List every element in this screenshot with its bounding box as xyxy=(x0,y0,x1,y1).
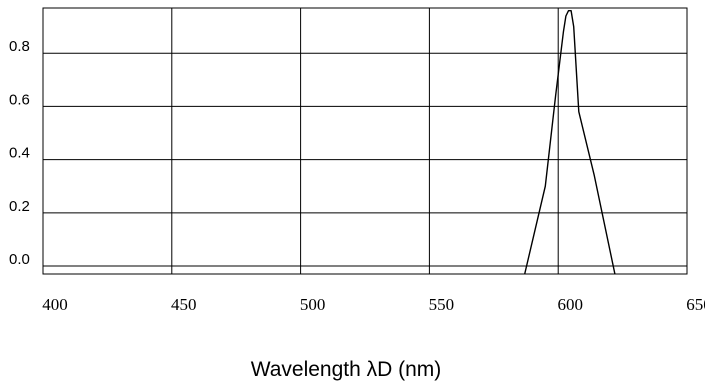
y-tick-label: 0.0 xyxy=(9,251,30,268)
x-tick-label: 550 xyxy=(429,295,455,314)
y-axis-ticks: 0.0 0.2 0.4 0.6 0.8 xyxy=(9,38,30,268)
x-axis-label: Wavelength λD (nm) xyxy=(251,358,442,381)
chart-grid xyxy=(42,7,688,275)
series-group xyxy=(524,9,616,275)
series-line-0 xyxy=(524,9,616,275)
y-tick-label: 0.8 xyxy=(9,38,30,55)
x-tick-label: 650 xyxy=(686,295,705,314)
x-tick-label: 450 xyxy=(171,295,197,314)
y-tick-label: 0.4 xyxy=(9,145,30,162)
x-tick-label: 600 xyxy=(557,295,583,314)
plot-frame xyxy=(42,7,688,275)
y-tick-label: 0.6 xyxy=(9,91,30,108)
x-tick-label: 500 xyxy=(300,295,326,314)
y-tick-label: 0.2 xyxy=(9,198,30,215)
x-tick-label: 400 xyxy=(42,295,68,314)
x-axis-ticks: 400 450 500 550 600 650 xyxy=(42,295,705,314)
